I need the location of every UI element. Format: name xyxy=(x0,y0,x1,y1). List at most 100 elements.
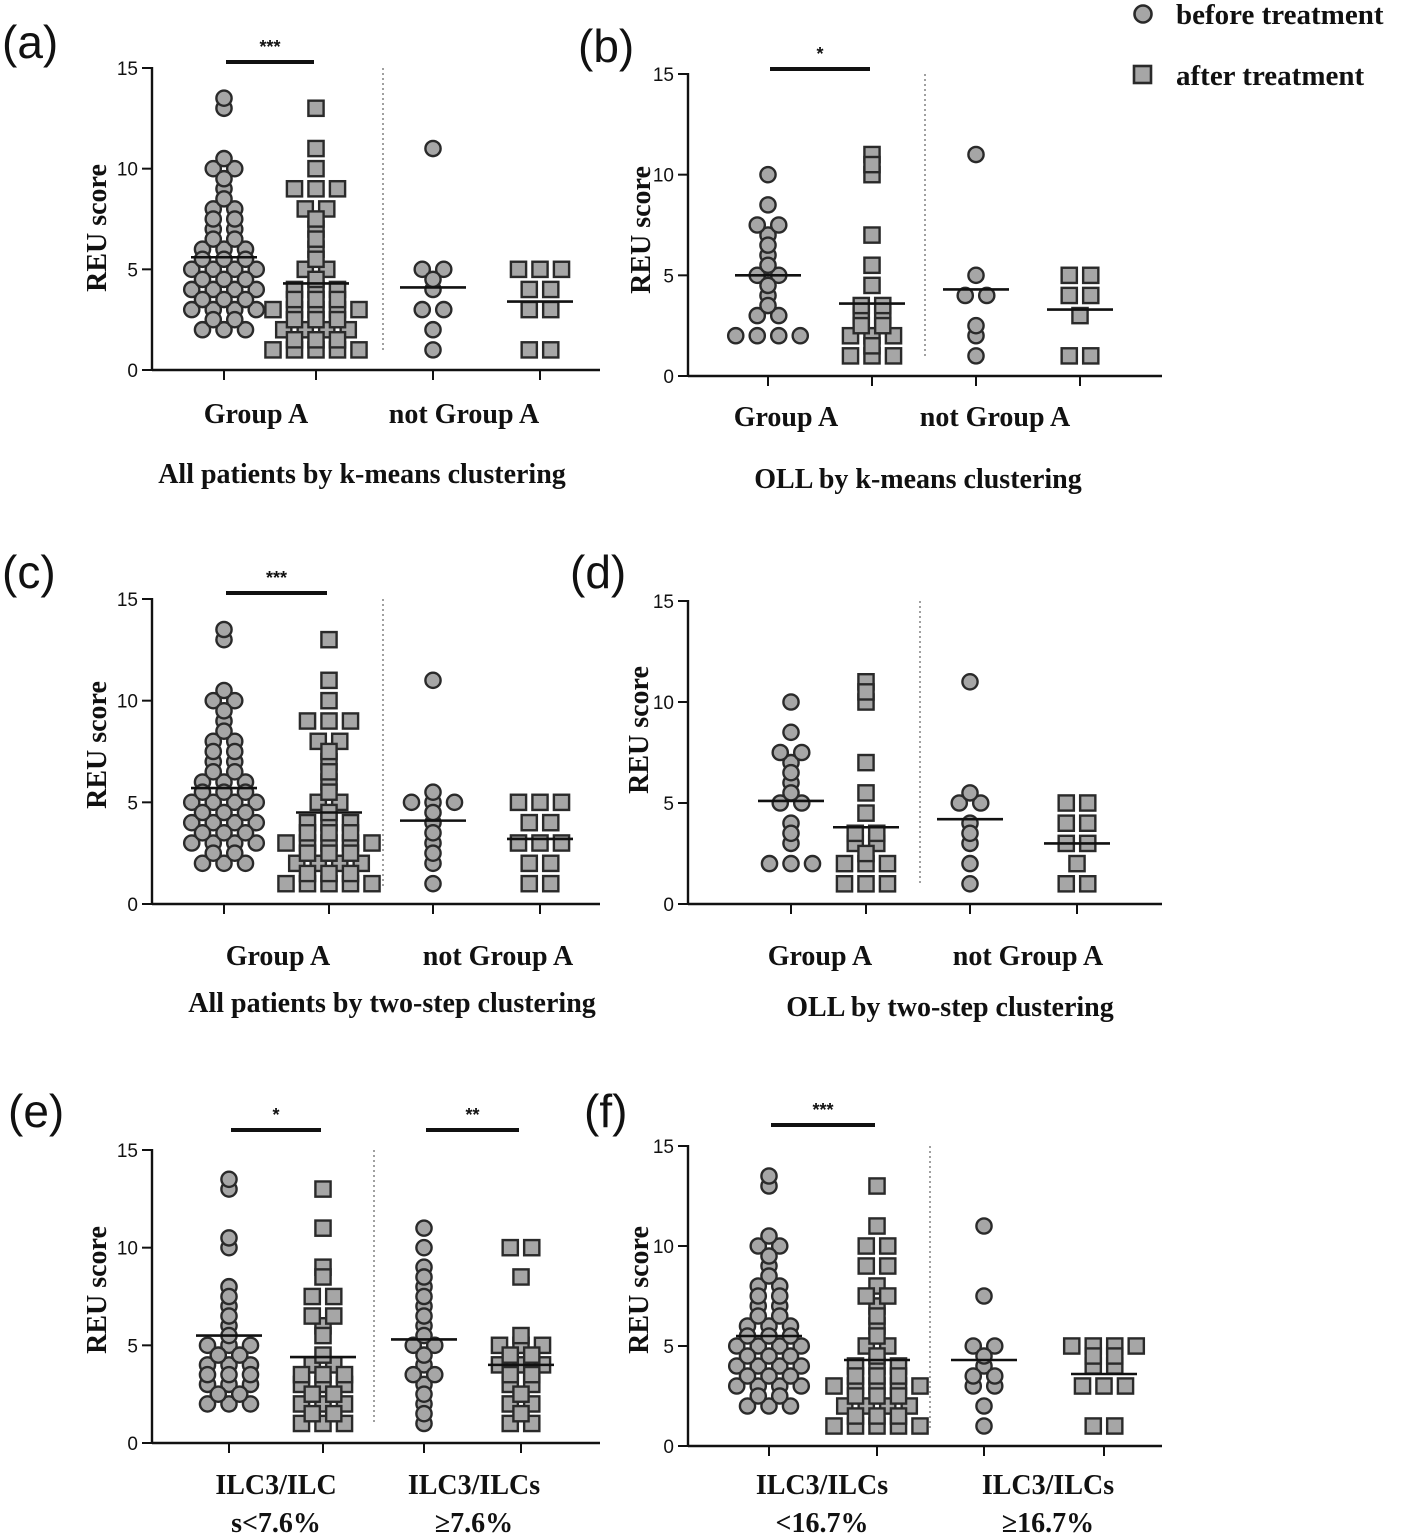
data-point-after xyxy=(307,250,325,269)
data-point-before xyxy=(182,813,201,832)
data-point-before xyxy=(782,854,800,873)
data-point-after xyxy=(363,834,381,852)
data-point-before xyxy=(727,1357,746,1375)
significance-label: * xyxy=(272,1105,279,1125)
data-point-after xyxy=(292,1365,311,1384)
y-tick-label: 0 xyxy=(127,1434,138,1455)
data-point-before xyxy=(749,1337,768,1355)
data-point-before xyxy=(781,1367,800,1385)
group-label-e-1-line2: s<7.6% xyxy=(231,1508,321,1537)
data-point-after xyxy=(1081,347,1100,365)
data-point-after xyxy=(857,1287,876,1305)
data-point-before xyxy=(415,1307,433,1325)
data-point-before xyxy=(760,1347,778,1365)
data-point-before xyxy=(961,673,979,691)
legend-before-marker xyxy=(1133,4,1153,24)
data-point-after xyxy=(314,1365,332,1384)
data-point-before xyxy=(770,1237,789,1255)
data-point-before xyxy=(967,145,985,164)
data-point-after xyxy=(320,712,338,730)
data-point-before xyxy=(434,300,453,319)
data-point-after xyxy=(541,300,560,319)
subtitle-d: OLL by two-step clustering xyxy=(786,992,1113,1023)
data-point-after xyxy=(857,875,875,893)
data-point-before xyxy=(204,280,223,299)
data-point-before xyxy=(204,691,223,710)
panel-label-d: (d) xyxy=(570,546,626,598)
y-tick-label: 10 xyxy=(117,1239,138,1260)
data-point-before xyxy=(967,347,985,365)
data-point-after xyxy=(285,290,304,309)
data-point-after xyxy=(1078,814,1097,832)
data-point-before xyxy=(771,794,790,812)
panel-label-c: (c) xyxy=(2,546,56,598)
significance-label: * xyxy=(816,44,823,64)
data-point-after xyxy=(264,300,282,319)
data-point-after xyxy=(1071,306,1089,325)
group-label-c-2: not Group A xyxy=(423,941,574,972)
data-point-after xyxy=(520,280,539,299)
significance-label: *** xyxy=(259,37,280,57)
data-point-after xyxy=(911,1417,929,1435)
data-point-after xyxy=(298,712,317,730)
subtitle-c: All patients by two-step clustering xyxy=(188,988,596,1019)
data-point-after xyxy=(1127,1337,1146,1355)
data-point-before xyxy=(985,1337,1004,1355)
data-point-before xyxy=(424,671,442,690)
data-point-after xyxy=(1078,794,1097,812)
plot-f: 0 5 10 15 *** xyxy=(653,1100,1162,1458)
data-point-after xyxy=(867,824,886,843)
data-point-before xyxy=(193,270,212,289)
data-point-before xyxy=(961,824,979,843)
data-point-before xyxy=(215,681,233,700)
y-tick-label: 15 xyxy=(117,1141,138,1162)
data-point-after xyxy=(531,260,549,279)
data-point-before xyxy=(215,824,233,842)
data-point-before xyxy=(415,1346,433,1364)
data-point-before xyxy=(215,620,233,639)
data-point-before xyxy=(415,1287,433,1306)
y-tick-label: 5 xyxy=(663,1337,674,1358)
data-point-after xyxy=(857,753,875,772)
data-point-before xyxy=(792,743,811,762)
data-point-before xyxy=(749,1357,768,1375)
data-point-after xyxy=(1057,814,1076,832)
data-point-before xyxy=(236,270,255,289)
data-point-before xyxy=(225,813,244,832)
data-point-after xyxy=(320,763,338,781)
data-point-before xyxy=(760,1397,778,1415)
data-point-before xyxy=(215,149,233,168)
data-point-before xyxy=(182,834,201,852)
data-point-after xyxy=(324,1287,343,1306)
data-point-before xyxy=(726,326,745,345)
data-point-before xyxy=(182,260,201,279)
data-point-after xyxy=(303,1307,322,1325)
data-point-before xyxy=(204,844,223,862)
data-point-after xyxy=(307,139,325,158)
group-label-a-2: not Group A xyxy=(389,399,540,430)
y-axis-title-f: REU score xyxy=(624,1226,655,1354)
data-point-before xyxy=(198,1336,217,1355)
data-point-after xyxy=(889,1367,908,1385)
data-point-after xyxy=(522,1238,541,1257)
data-point-before xyxy=(182,793,201,812)
panel-label-f: (f) xyxy=(584,1085,627,1137)
data-point-before xyxy=(225,742,244,761)
data-point-before xyxy=(415,1404,433,1423)
data-point-before xyxy=(193,250,212,269)
data-point-after xyxy=(320,844,338,862)
data-point-before xyxy=(760,1227,778,1245)
legend-after-marker xyxy=(1132,64,1153,85)
data-point-after xyxy=(541,341,560,359)
data-point-after xyxy=(520,874,539,893)
data-point-after xyxy=(1095,1377,1113,1395)
data-point-after xyxy=(846,1367,865,1385)
panel-a: (a) REU score 0 5 10 15 *** Group A not Grou… xyxy=(2,16,600,490)
data-point-after xyxy=(522,1346,541,1364)
data-point-after xyxy=(307,210,325,228)
data-point-before xyxy=(215,190,233,208)
legend: before treatment after treatment xyxy=(1132,0,1384,92)
data-point-before xyxy=(415,1326,433,1345)
